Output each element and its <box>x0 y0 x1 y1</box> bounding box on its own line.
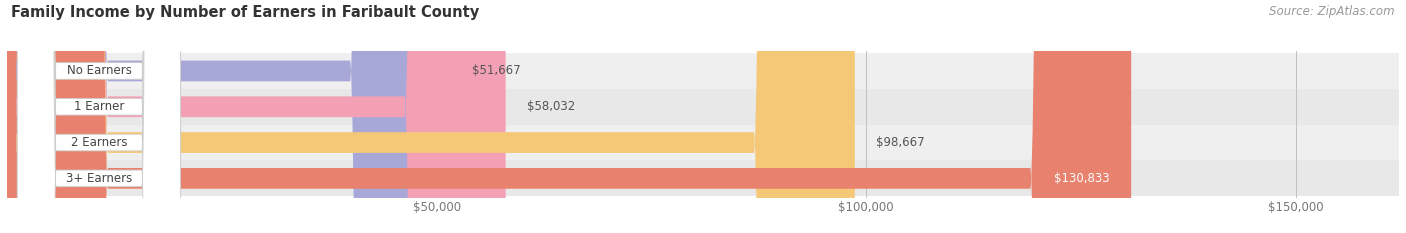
Text: Family Income by Number of Earners in Faribault County: Family Income by Number of Earners in Fa… <box>11 5 479 20</box>
FancyBboxPatch shape <box>7 0 451 233</box>
Text: Source: ZipAtlas.com: Source: ZipAtlas.com <box>1270 5 1395 18</box>
Text: 2 Earners: 2 Earners <box>70 136 127 149</box>
Bar <box>7 161 1399 196</box>
FancyBboxPatch shape <box>17 0 180 233</box>
Text: $58,032: $58,032 <box>527 100 575 113</box>
Text: $130,833: $130,833 <box>1054 172 1109 185</box>
FancyBboxPatch shape <box>17 0 180 233</box>
FancyBboxPatch shape <box>17 0 180 233</box>
FancyBboxPatch shape <box>7 0 1132 233</box>
Text: No Earners: No Earners <box>66 65 131 77</box>
Text: 1 Earner: 1 Earner <box>73 100 124 113</box>
Bar <box>7 53 1399 89</box>
Text: $51,667: $51,667 <box>472 65 522 77</box>
Bar <box>7 125 1399 161</box>
FancyBboxPatch shape <box>7 0 506 233</box>
Bar <box>7 89 1399 125</box>
FancyBboxPatch shape <box>17 0 180 233</box>
Text: 3+ Earners: 3+ Earners <box>66 172 132 185</box>
FancyBboxPatch shape <box>7 0 855 233</box>
Text: $98,667: $98,667 <box>876 136 925 149</box>
